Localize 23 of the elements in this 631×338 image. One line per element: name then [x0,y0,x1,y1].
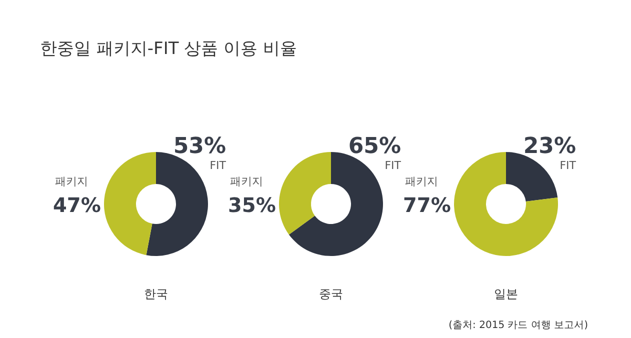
slice-label: 패키지 [405,175,438,188]
text: 중국 [319,287,343,301]
slice-label: FIT [560,159,576,172]
data-label: 35% [228,193,276,217]
data-label: 23% [523,134,576,159]
donut-slice [454,152,558,256]
data-label: 47% [53,193,101,217]
data-label: 53% [173,134,226,159]
data-label: 77% [403,193,451,217]
data-label: 65% [348,134,401,159]
text: (출처: 2015 카드 여행 보고서) [448,320,588,331]
slice-label: FIT [384,159,402,172]
donut-slice [146,152,208,256]
chart-title: 한중일 패키지-FIT 상품 이용 비율 [40,39,297,59]
text: 한국 [144,287,168,301]
donut-slice [104,152,156,256]
slice-label: FIT [210,159,226,172]
slice-label: 패키지 [55,175,88,188]
text: 일본 [494,287,518,301]
donut-slice [279,152,331,235]
donut-slice [506,152,558,202]
slice-label: 패키지 [230,175,263,188]
donut-slice [288,152,383,256]
